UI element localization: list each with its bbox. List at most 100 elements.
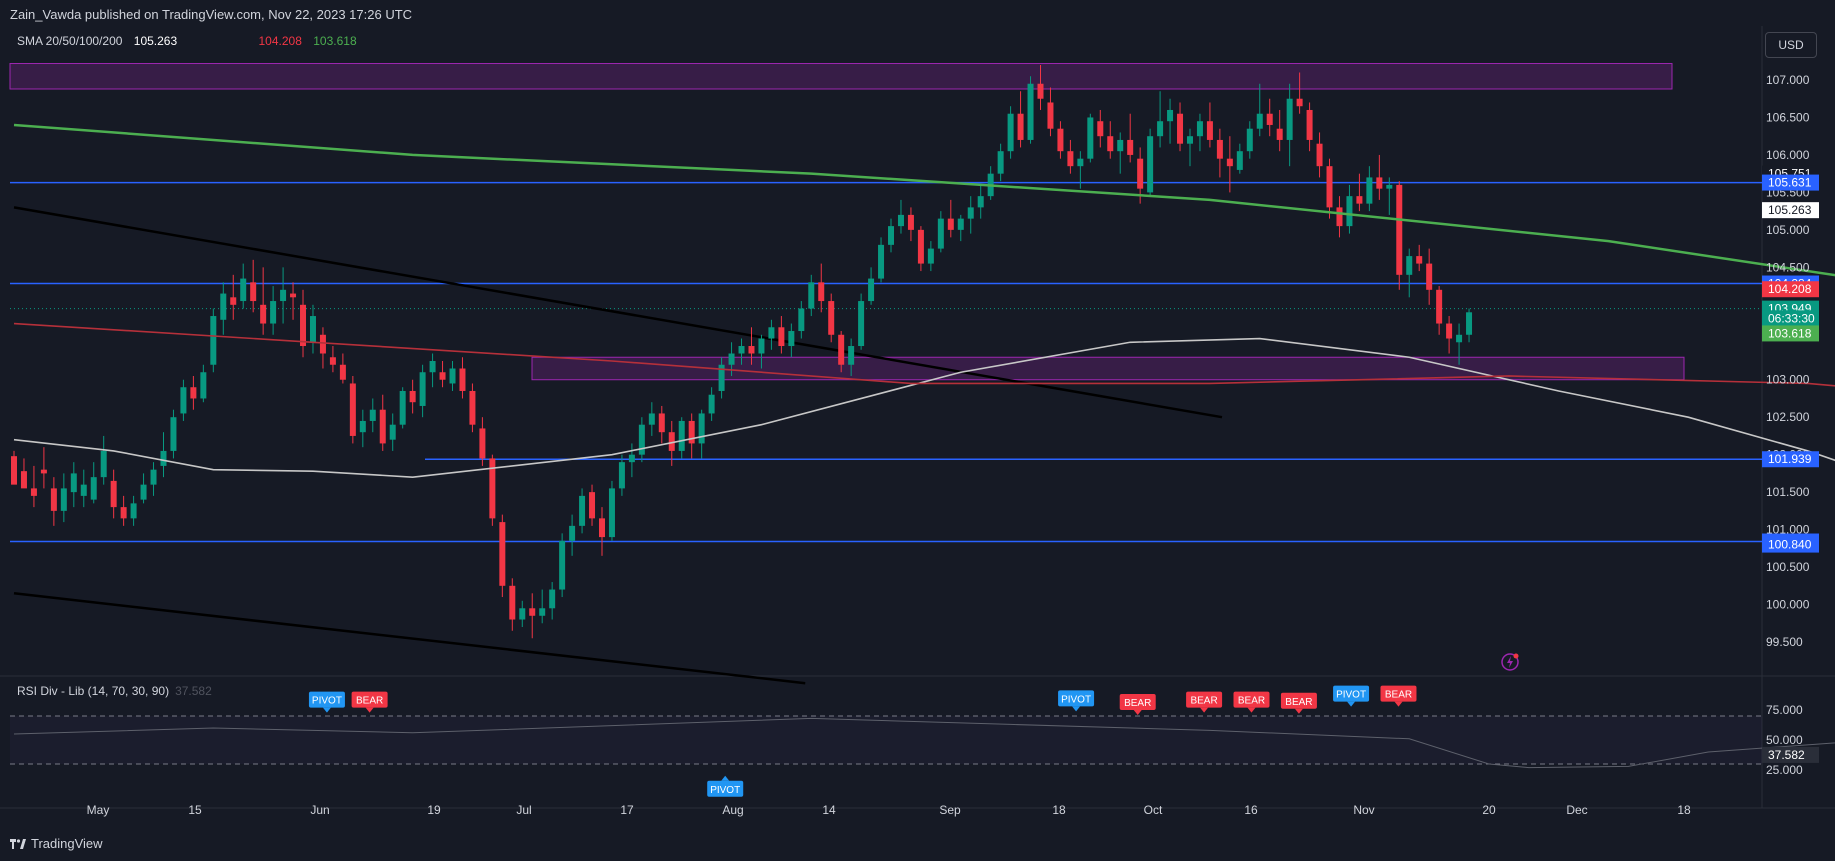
candle <box>100 435 107 485</box>
candle <box>1286 83 1293 167</box>
candle <box>638 417 645 463</box>
candle-body <box>1007 113 1014 152</box>
price-label: 103.618 <box>1762 325 1819 342</box>
footer-brand[interactable]: TradingView <box>10 836 103 851</box>
price-tick-label: 99.500 <box>1766 635 1803 649</box>
bear-marker: BEAR <box>1380 685 1417 707</box>
candle <box>449 361 456 391</box>
candle <box>718 357 725 399</box>
candle <box>1226 136 1233 193</box>
candle-body <box>658 413 665 433</box>
candle-body <box>1296 98 1303 107</box>
candle <box>30 465 37 508</box>
rsi-legend-value: 37.582 <box>175 684 212 698</box>
candle-body <box>110 480 117 508</box>
candle <box>1206 102 1213 148</box>
candle <box>1256 83 1263 137</box>
rsi-tick-label: 25.000 <box>1766 763 1803 777</box>
candle-body <box>1037 83 1044 99</box>
candle-body <box>389 424 396 440</box>
candle-body <box>369 409 376 421</box>
candle <box>1216 128 1223 178</box>
candle-body <box>917 229 924 264</box>
price-tick-label: 107.000 <box>1766 73 1810 87</box>
candle <box>1196 113 1203 152</box>
candle-body <box>549 589 556 609</box>
candle <box>549 582 556 620</box>
rsi-current-label: 37.582 <box>1762 746 1819 763</box>
candle <box>1157 91 1164 148</box>
time-tick-label: Jun <box>310 803 329 817</box>
time-tick-label: Sep <box>939 803 961 817</box>
candle <box>1456 323 1463 365</box>
currency-button[interactable]: USD <box>1765 32 1817 58</box>
candle <box>499 514 506 598</box>
candle-body <box>967 207 974 219</box>
candle <box>1346 184 1353 234</box>
candle-body <box>1416 256 1423 264</box>
time-tick-label: 18 <box>1052 803 1066 817</box>
bear-marker: BEAR <box>1119 694 1156 715</box>
candle <box>838 331 845 373</box>
candle-body <box>1196 121 1203 137</box>
candle <box>1047 87 1054 137</box>
candle <box>1376 154 1383 200</box>
candle-body <box>359 420 366 433</box>
marker-label: BEAR <box>1385 690 1412 701</box>
marker-arrow <box>1294 708 1303 714</box>
candle-body <box>290 293 297 298</box>
candle-body <box>1286 98 1293 140</box>
candle-body <box>1386 184 1393 189</box>
candle-body <box>70 473 77 493</box>
candle-body <box>1246 128 1253 152</box>
price-label-bg <box>1762 451 1819 468</box>
rsi-legend[interactable]: RSI Div - Lib (14, 70, 30, 90) 37.582 <box>17 684 212 698</box>
candle <box>459 357 466 399</box>
marker-bg <box>1280 692 1317 709</box>
candle-body <box>419 372 426 406</box>
marker-arrow <box>1247 707 1256 713</box>
time-tick-label: Oct <box>1144 803 1163 817</box>
candle <box>1017 91 1024 148</box>
candle-body <box>50 488 57 511</box>
candle <box>1186 128 1193 167</box>
candle <box>160 432 167 478</box>
candle-body <box>888 226 895 245</box>
candle-body <box>170 417 177 451</box>
candle <box>917 226 924 272</box>
candle <box>579 488 586 534</box>
candle-body <box>429 361 436 373</box>
candle-body <box>100 450 107 478</box>
candle <box>210 308 217 373</box>
candle-body <box>728 353 735 365</box>
candle-body <box>280 289 287 302</box>
candle-body <box>947 218 954 230</box>
marker-arrow <box>322 707 331 713</box>
candle-body <box>1356 196 1363 204</box>
candle <box>897 199 904 234</box>
candle <box>648 402 655 436</box>
candle <box>379 394 386 451</box>
sma-legend[interactable]: SMA 20/50/100/200 105.263 104.208 103.61… <box>17 34 365 48</box>
candle-body <box>150 469 157 485</box>
candle-body <box>210 316 217 365</box>
candle <box>937 211 944 253</box>
candle-body <box>1087 117 1094 159</box>
marker-label: BEAR <box>1124 698 1151 709</box>
candle <box>1466 308 1473 343</box>
time-tick-label: Dec <box>1566 803 1587 817</box>
candle-body <box>1157 121 1164 137</box>
candle-body <box>1376 177 1383 189</box>
rsi-legend-title: RSI Div - Lib (14, 70, 30, 90) <box>17 684 170 698</box>
candle-body <box>828 301 835 335</box>
price-label-bg <box>1762 310 1819 327</box>
flash-icon[interactable] <box>1500 652 1520 672</box>
candle-body <box>1436 289 1443 324</box>
candle-body <box>618 462 625 489</box>
price-tick-label: 102.500 <box>1766 410 1810 424</box>
candle <box>1336 196 1343 238</box>
candle <box>399 387 406 429</box>
price-tick-label: 101.000 <box>1766 523 1810 537</box>
candle <box>1107 121 1114 159</box>
